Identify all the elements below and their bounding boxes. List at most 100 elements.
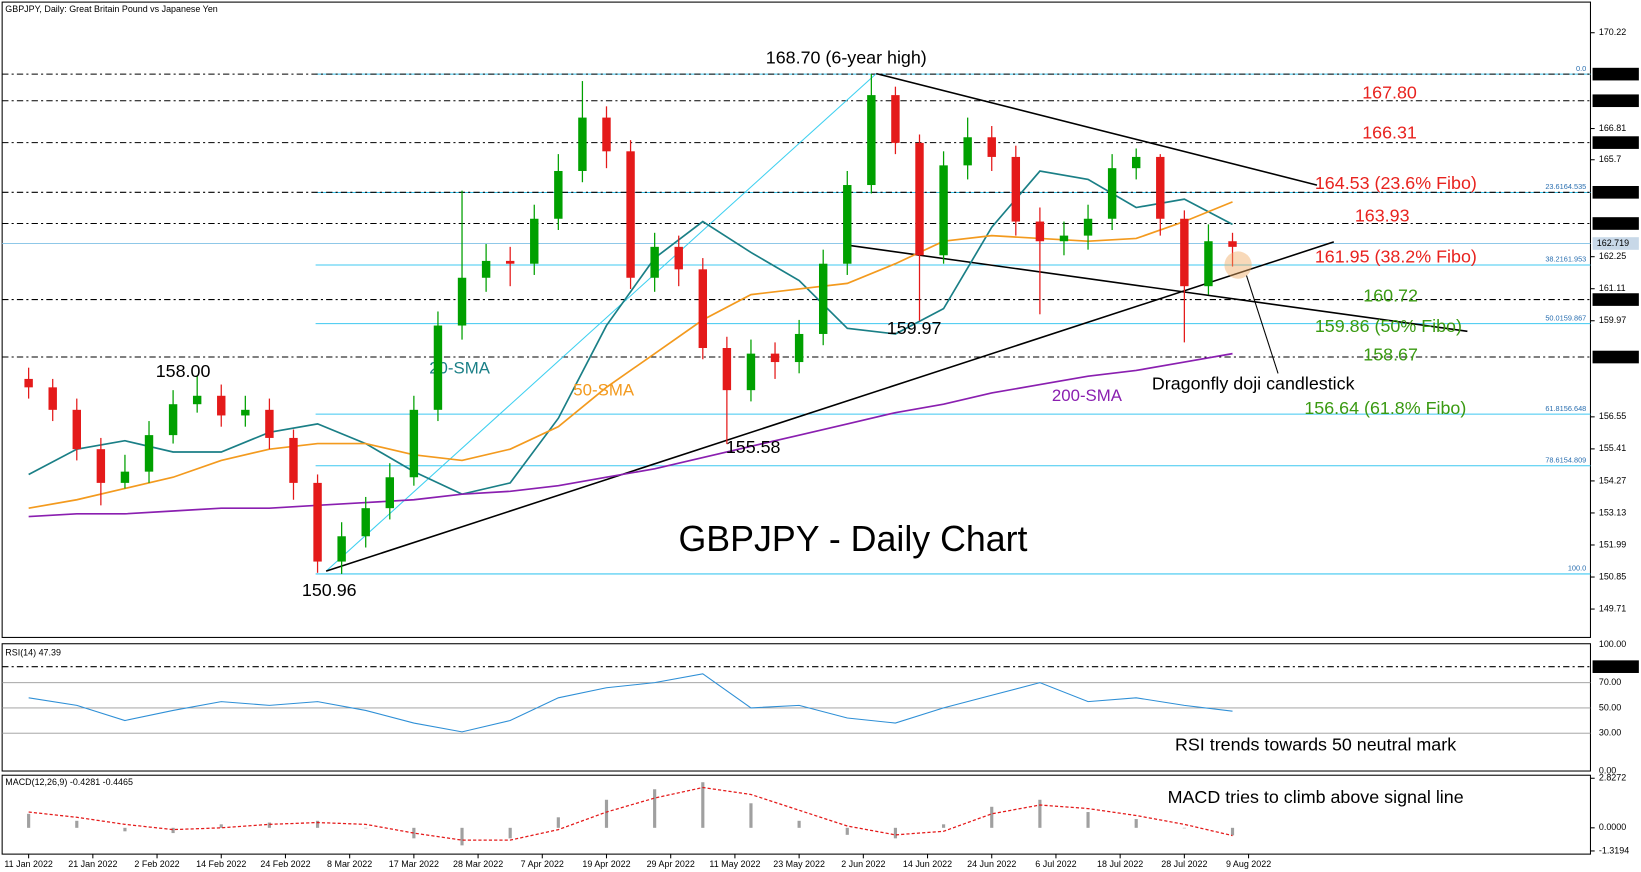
sma-line bbox=[28, 201, 1233, 509]
candle-body bbox=[770, 353, 780, 363]
y-tick-label: 166.81 bbox=[1599, 123, 1626, 133]
x-tick-label: 18 Jul 2022 bbox=[1097, 859, 1143, 869]
fib-label: 23.6164.535 bbox=[1545, 182, 1586, 191]
candle-body bbox=[409, 409, 419, 478]
annotation: 155.58 bbox=[726, 437, 781, 457]
rsi-level-box bbox=[1592, 660, 1639, 673]
candle-body bbox=[433, 325, 443, 410]
macd-bar bbox=[364, 827, 368, 829]
candle-body bbox=[192, 395, 202, 405]
sma-label: 50-SMA bbox=[573, 381, 635, 400]
y-tick-label: 156.55 bbox=[1599, 411, 1626, 421]
candle-body bbox=[794, 333, 804, 363]
macd-tick-label: -1.3194 bbox=[1599, 845, 1629, 855]
doji-highlight bbox=[1224, 251, 1252, 279]
annotation: 168.70 (6-year high) bbox=[766, 48, 927, 68]
x-tick-label: 9 Aug 2022 bbox=[1226, 859, 1271, 869]
candle-body bbox=[361, 508, 370, 537]
level-tick-label: 167.800 bbox=[1597, 95, 1629, 105]
candle-body bbox=[241, 409, 250, 416]
macd-bar bbox=[267, 822, 271, 828]
annotation: 158.67 bbox=[1363, 344, 1418, 364]
macd-bar bbox=[219, 824, 223, 828]
x-tick-label: 14 Feb 2022 bbox=[196, 859, 246, 869]
candle-body bbox=[987, 137, 996, 157]
annotation: 158.00 bbox=[156, 361, 211, 381]
level-tick-label: 158.679 bbox=[1597, 351, 1629, 361]
candle-body bbox=[578, 117, 587, 171]
pointer bbox=[1246, 275, 1279, 374]
macd-bar bbox=[508, 827, 512, 839]
y-tick-label: 170.22 bbox=[1599, 27, 1626, 37]
candle-body bbox=[24, 378, 33, 388]
level-tick-label: 168.747 bbox=[1597, 68, 1629, 78]
candle-body bbox=[505, 260, 515, 264]
macd-bar bbox=[1182, 827, 1186, 829]
price-tick-box bbox=[1592, 237, 1639, 250]
macd-panel bbox=[1, 774, 1591, 855]
macd-bar bbox=[990, 806, 994, 828]
macd-bar bbox=[1038, 799, 1042, 828]
fib-label: 0.0 bbox=[1576, 64, 1586, 73]
level-tick-label: 166.310 bbox=[1597, 137, 1629, 147]
macd-bar bbox=[27, 813, 31, 828]
candle-body bbox=[1180, 218, 1189, 287]
sma-label: 20-SMA bbox=[429, 359, 491, 378]
x-tick-label: 23 May 2022 bbox=[773, 859, 825, 869]
candle-body bbox=[746, 353, 756, 391]
candle-body bbox=[265, 409, 274, 438]
candle-body bbox=[530, 218, 539, 264]
macd-bar bbox=[171, 827, 175, 834]
level-tick-box bbox=[1592, 350, 1639, 364]
candle-body bbox=[915, 142, 924, 256]
level-tick-label: 164.541 bbox=[1597, 187, 1629, 197]
rsi-tick-label: 30.00 bbox=[1599, 728, 1621, 738]
candle-body bbox=[96, 449, 106, 483]
macd-bar bbox=[1134, 819, 1138, 828]
x-tick-label: 14 Jun 2022 bbox=[903, 859, 952, 869]
macd-bar bbox=[653, 789, 657, 828]
x-tick-label: 24 Feb 2022 bbox=[260, 859, 310, 869]
rsi-tick-label: 70.00 bbox=[1599, 677, 1621, 687]
x-tick-label: 7 Apr 2022 bbox=[521, 859, 564, 869]
y-tick-label: 154.27 bbox=[1599, 475, 1626, 485]
y-tick-label: 155.41 bbox=[1599, 443, 1626, 453]
level-tick-box bbox=[1592, 94, 1639, 108]
macd-note: MACD tries to climb above signal line bbox=[1168, 787, 1464, 807]
macd-tick-label: 2.8272 bbox=[1599, 773, 1626, 783]
y-tick-label: 153.13 bbox=[1599, 507, 1626, 517]
level-tick-box bbox=[1592, 293, 1639, 306]
rsi-tick-label: 0.00 bbox=[1599, 765, 1616, 775]
annotation: 159.86 (50% Fibo) bbox=[1315, 316, 1462, 336]
candle-body bbox=[337, 536, 346, 562]
candle-body bbox=[674, 246, 683, 270]
candle-body bbox=[1131, 156, 1141, 169]
candle-body bbox=[1156, 156, 1165, 219]
candle-body bbox=[1107, 168, 1117, 219]
x-tick-label: 2 Feb 2022 bbox=[134, 859, 179, 869]
candle-body bbox=[891, 95, 900, 143]
fib-label: 50.0159.867 bbox=[1545, 313, 1586, 322]
x-tick-label: 24 Jun 2022 bbox=[967, 859, 1016, 869]
macd-bar bbox=[797, 820, 801, 828]
candle-body bbox=[843, 185, 852, 264]
level-tick-label: 160.724 bbox=[1597, 294, 1629, 304]
candle-body bbox=[602, 117, 611, 152]
annotation: 166.31 bbox=[1362, 122, 1417, 142]
sma-label: 200-SMA bbox=[1052, 386, 1123, 405]
fib-label: 61.8156.648 bbox=[1545, 404, 1586, 413]
annotation: 156.64 (61.8% Fibo) bbox=[1304, 398, 1466, 418]
annotation: 163.93 bbox=[1355, 205, 1410, 225]
macd-bar bbox=[1230, 827, 1235, 836]
macd-bar bbox=[701, 782, 705, 828]
x-tick-label: 11 Jan 2022 bbox=[4, 859, 53, 869]
annotation: 150.96 bbox=[302, 580, 357, 600]
x-tick-label: 21 Jan 2022 bbox=[68, 859, 117, 869]
candle-body bbox=[1011, 156, 1021, 222]
candle-body bbox=[626, 151, 635, 278]
x-tick-label: 8 Mar 2022 bbox=[327, 859, 372, 869]
fib-anchor-line bbox=[325, 73, 877, 572]
macd-bar bbox=[604, 799, 609, 828]
annotation: 159.97 bbox=[887, 318, 942, 338]
